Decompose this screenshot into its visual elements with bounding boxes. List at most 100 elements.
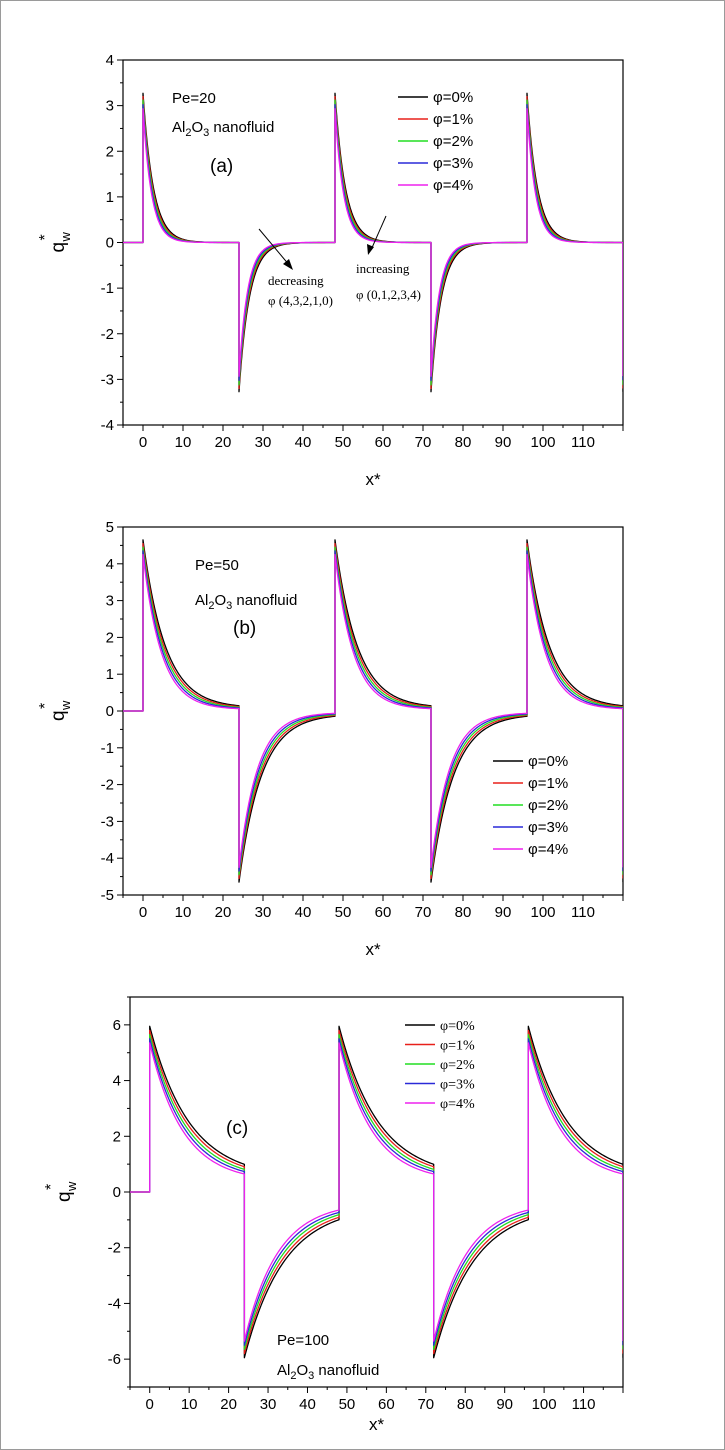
y-tick-label: -4 xyxy=(101,417,114,434)
x-tick-label: 110 xyxy=(572,1396,596,1413)
x-tick-label: 30 xyxy=(260,1396,277,1413)
legend-label: φ=4% xyxy=(528,841,568,858)
formula-text: nanofluid xyxy=(314,1362,379,1379)
formula-text: Al xyxy=(277,1362,290,1379)
legend-label: φ=2% xyxy=(433,133,473,150)
series-line-2 xyxy=(130,1033,623,1351)
formula-text: Al xyxy=(195,592,208,609)
y-axis-label-subscript: w xyxy=(58,700,73,711)
y-axis-label-q: q xyxy=(54,1191,75,1202)
formula-text: O xyxy=(214,592,226,609)
y-tick-label: -4 xyxy=(101,850,114,867)
pe-annotation: Pe=100 xyxy=(277,1332,329,1349)
y-tick-label: 4 xyxy=(113,1073,121,1090)
x-tick-label: 40 xyxy=(295,434,312,451)
formula-text: O xyxy=(296,1362,308,1379)
decreasing-phi: φ (4,3,2,1,0) xyxy=(268,293,333,308)
y-tick-label: -6 xyxy=(108,1351,121,1368)
y-axis-label: qw * xyxy=(37,700,73,721)
x-tick-label: 10 xyxy=(181,1396,198,1413)
series-line-3 xyxy=(130,1038,623,1346)
increasing-arrow-head xyxy=(367,244,374,255)
fluid-annotation: Al2O3 nanofluid xyxy=(195,592,297,612)
decreasing-label: decreasing xyxy=(268,273,324,288)
x-tick-label: 110 xyxy=(571,434,595,451)
legend-label: φ=3% xyxy=(440,1078,475,1093)
x-tick-label: 100 xyxy=(530,434,555,451)
x-tick-label: 60 xyxy=(378,1396,395,1413)
y-tick-label: -5 xyxy=(101,887,114,904)
x-tick-label: 20 xyxy=(220,1396,237,1413)
panel-label: (c) xyxy=(226,1118,248,1139)
x-tick-label: 100 xyxy=(530,904,555,921)
legend-label: φ=0% xyxy=(440,1019,475,1034)
x-tick-label: 70 xyxy=(415,434,432,451)
formula-text: O xyxy=(191,119,203,136)
x-axis-label: x* xyxy=(365,470,381,489)
x-axis-label: x* xyxy=(369,1415,385,1434)
legend-label: φ=1% xyxy=(440,1039,475,1054)
x-tick-label: 100 xyxy=(532,1396,557,1413)
y-tick-label: 3 xyxy=(106,98,114,115)
x-tick-label: 90 xyxy=(496,1396,513,1413)
y-tick-label: 4 xyxy=(106,556,114,573)
x-tick-label: 30 xyxy=(255,904,272,921)
x-tick-label: 80 xyxy=(455,434,472,451)
y-tick-label: -3 xyxy=(101,371,114,388)
formula-subscript: 3 xyxy=(226,600,232,612)
series-line-2 xyxy=(123,546,623,876)
x-tick-label: 70 xyxy=(415,904,432,921)
increasing-phi: φ (0,1,2,3,4) xyxy=(356,287,421,302)
y-axis-label-star: * xyxy=(37,234,54,240)
fluid-annotation: Al2O3 nanofluid xyxy=(172,119,274,139)
series-line-1 xyxy=(123,542,623,880)
x-axis-label: x* xyxy=(365,940,381,959)
x-tick-label: 40 xyxy=(299,1396,316,1413)
x-tick-label: 0 xyxy=(139,434,147,451)
series-line-0 xyxy=(123,539,623,883)
formula-subscript: 3 xyxy=(203,127,209,139)
decreasing-arrow-head xyxy=(283,259,293,270)
x-tick-label: 50 xyxy=(339,1396,356,1413)
y-tick-label: 1 xyxy=(106,189,114,206)
formula-subscript: 2 xyxy=(185,127,191,139)
legend-label: φ=0% xyxy=(433,89,473,106)
legend-label: φ=1% xyxy=(528,775,568,792)
x-tick-label: 20 xyxy=(215,904,232,921)
y-tick-label: -1 xyxy=(101,740,114,757)
series-line-0 xyxy=(130,1025,623,1359)
x-tick-label: 70 xyxy=(417,1396,434,1413)
y-tick-label: 3 xyxy=(106,593,114,610)
legend-label: φ=4% xyxy=(433,177,473,194)
series-line-4 xyxy=(130,1042,623,1342)
series-line-4 xyxy=(123,553,623,869)
x-tick-label: 50 xyxy=(335,904,352,921)
series-line-1 xyxy=(130,1029,623,1355)
x-tick-label: 90 xyxy=(495,434,512,451)
formula-subscript: 2 xyxy=(290,1370,296,1382)
x-tick-label: 0 xyxy=(146,1396,154,1413)
y-tick-label: -2 xyxy=(101,777,114,794)
legend: φ=0% φ=1% φ=2% φ=3% φ=4% xyxy=(398,89,473,194)
y-tick-label: -2 xyxy=(101,326,114,343)
fluid-annotation: Al2O3 nanofluid xyxy=(277,1362,379,1382)
x-tick-label: 80 xyxy=(457,1396,474,1413)
legend-label: φ=2% xyxy=(440,1058,475,1073)
x-tick-label: 0 xyxy=(139,904,147,921)
panel-label: (a) xyxy=(210,156,233,177)
pe-annotation: Pe=50 xyxy=(195,557,239,574)
y-axis-label-subscript: w xyxy=(64,1181,79,1192)
series-group xyxy=(123,539,623,883)
x-tick-label: 80 xyxy=(455,904,472,921)
y-axis-label-subscript: w xyxy=(58,232,73,243)
legend: φ=0% φ=1% φ=2% φ=3% φ=4% xyxy=(405,1019,475,1112)
legend-label: φ=4% xyxy=(440,1097,475,1112)
x-tick-label: 40 xyxy=(295,904,312,921)
x-tick-label: 110 xyxy=(571,904,595,921)
y-axis-label: qw * xyxy=(37,232,73,253)
series-line-4 xyxy=(123,108,623,377)
y-tick-label: 0 xyxy=(106,235,114,252)
x-tick-label: 90 xyxy=(495,904,512,921)
